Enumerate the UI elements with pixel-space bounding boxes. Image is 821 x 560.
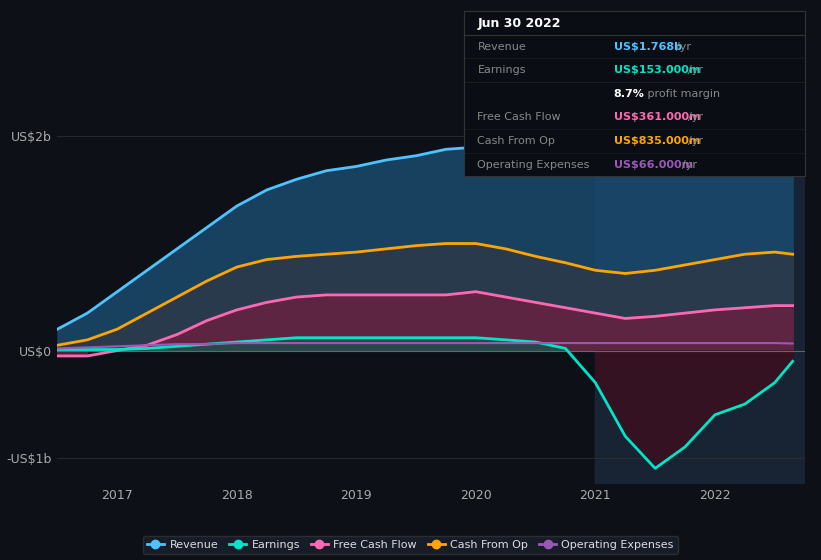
Text: /yr: /yr bbox=[676, 41, 690, 52]
Text: US$835.000m: US$835.000m bbox=[614, 136, 700, 146]
Text: US$153.000m: US$153.000m bbox=[614, 65, 700, 75]
Text: US$1.768b: US$1.768b bbox=[614, 41, 681, 52]
Bar bbox=[595, 120, 805, 484]
Text: /yr: /yr bbox=[688, 113, 703, 123]
Text: /yr: /yr bbox=[688, 65, 703, 75]
Text: Cash From Op: Cash From Op bbox=[478, 136, 555, 146]
Text: US$66.000m: US$66.000m bbox=[614, 160, 693, 170]
Text: Revenue: Revenue bbox=[478, 41, 526, 52]
Text: Jun 30 2022: Jun 30 2022 bbox=[478, 16, 561, 30]
Legend: Revenue, Earnings, Free Cash Flow, Cash From Op, Operating Expenses: Revenue, Earnings, Free Cash Flow, Cash … bbox=[143, 535, 678, 554]
Text: 8.7%: 8.7% bbox=[614, 89, 644, 99]
Text: /yr: /yr bbox=[682, 160, 697, 170]
Text: profit margin: profit margin bbox=[644, 89, 721, 99]
Text: US$361.000m: US$361.000m bbox=[614, 113, 700, 123]
Text: Earnings: Earnings bbox=[478, 65, 526, 75]
Text: Operating Expenses: Operating Expenses bbox=[478, 160, 589, 170]
Text: /yr: /yr bbox=[688, 136, 703, 146]
Text: Free Cash Flow: Free Cash Flow bbox=[478, 113, 561, 123]
